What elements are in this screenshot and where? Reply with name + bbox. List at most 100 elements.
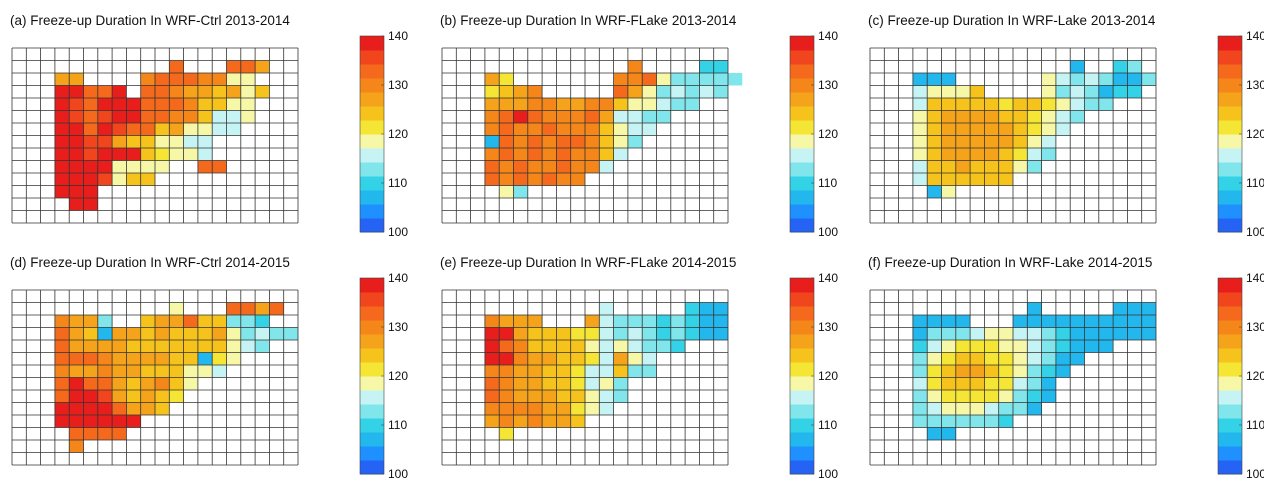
heatmap-cell bbox=[613, 340, 628, 353]
heatmap-cell bbox=[642, 98, 657, 111]
heatmap-cell bbox=[155, 85, 170, 98]
heatmap-cell bbox=[140, 327, 155, 340]
panel: (a) Freeze-up Duration In WRF-Ctrl 2013-… bbox=[10, 13, 408, 239]
heatmap-cell bbox=[112, 402, 127, 415]
colorbar-segment bbox=[360, 278, 384, 293]
colorbar-segment bbox=[790, 64, 814, 79]
colorbar-segment bbox=[790, 120, 814, 135]
heatmap-cell bbox=[556, 340, 571, 353]
colorbar-segment bbox=[360, 204, 384, 219]
heatmap-cell bbox=[69, 340, 84, 353]
heatmap-cell bbox=[585, 160, 600, 173]
heatmap-cell bbox=[599, 402, 614, 415]
colorbar-segment bbox=[1218, 218, 1242, 233]
heatmap-cell bbox=[685, 73, 700, 86]
colorbar-segment bbox=[790, 334, 814, 349]
heatmap-cell bbox=[527, 173, 543, 186]
heatmap-cell bbox=[1013, 390, 1028, 403]
heatmap-cell bbox=[169, 148, 184, 161]
colorbar-segment bbox=[790, 418, 814, 433]
heatmap-cell bbox=[69, 135, 84, 148]
heatmap-cell bbox=[1113, 327, 1128, 340]
heatmap-cell bbox=[97, 110, 113, 123]
heatmap-cell bbox=[912, 148, 928, 161]
heatmap-cell bbox=[484, 148, 500, 161]
heatmap-cell bbox=[527, 123, 543, 136]
heatmap-cell bbox=[1084, 73, 1099, 86]
heatmap-cell bbox=[613, 123, 628, 136]
colorbar-tick-label: 110 bbox=[818, 418, 837, 432]
heatmap-cell bbox=[140, 402, 155, 415]
heatmap-cell bbox=[169, 123, 184, 136]
colorbar-segment bbox=[1218, 50, 1242, 65]
heatmap-cell bbox=[984, 110, 999, 123]
heatmap-cell bbox=[656, 73, 671, 86]
heatmap-cell bbox=[927, 327, 942, 340]
colorbar-tick-label: 120 bbox=[1246, 369, 1264, 383]
heatmap-cell bbox=[183, 135, 198, 148]
colorbar-segment bbox=[360, 148, 384, 163]
heatmap-cell bbox=[955, 85, 971, 98]
heatmap-cell bbox=[69, 440, 84, 453]
heatmap-cell bbox=[1098, 340, 1114, 353]
heatmap-cell bbox=[627, 327, 643, 340]
heatmap-cell bbox=[499, 402, 514, 415]
heatmap-cell bbox=[570, 110, 585, 123]
heatmap-cell bbox=[699, 315, 714, 328]
heatmap-cell bbox=[670, 73, 686, 86]
heatmap-cell bbox=[998, 415, 1013, 428]
heatmap-cell bbox=[83, 160, 98, 173]
heatmap-cell bbox=[542, 390, 557, 403]
heatmap-cell bbox=[54, 415, 70, 428]
heatmap-cell bbox=[585, 123, 600, 136]
colorbar-tick-label: 130 bbox=[1246, 320, 1264, 334]
heatmap-cell bbox=[1013, 110, 1028, 123]
heatmap-cell bbox=[941, 402, 956, 415]
heatmap-cell bbox=[613, 98, 628, 111]
heatmap-cell bbox=[169, 340, 184, 353]
heatmap-cell bbox=[197, 352, 213, 365]
heatmap-cell bbox=[240, 327, 256, 340]
heatmap-cell bbox=[1027, 327, 1042, 340]
heatmap-cell bbox=[984, 365, 999, 378]
heatmap-cell bbox=[556, 415, 571, 428]
colorbar-segment bbox=[790, 376, 814, 391]
colorbar-segment bbox=[1218, 134, 1242, 149]
heatmap-cell bbox=[69, 110, 84, 123]
heatmap-cell bbox=[83, 315, 98, 328]
heatmap-cell bbox=[513, 365, 528, 378]
heatmap-cell bbox=[140, 377, 155, 390]
heatmap-cell bbox=[212, 73, 227, 86]
heatmap-cell bbox=[1013, 315, 1028, 328]
heatmap-cell bbox=[197, 327, 213, 340]
heatmap-cell bbox=[527, 365, 543, 378]
heatmap-cell bbox=[1013, 327, 1028, 340]
colorbar-segment bbox=[790, 432, 814, 447]
heatmap-cell bbox=[642, 365, 657, 378]
heatmap-cell bbox=[642, 110, 657, 123]
heatmap-cell bbox=[955, 377, 971, 390]
heatmap-cell bbox=[527, 415, 543, 428]
heatmap-cell bbox=[1055, 327, 1071, 340]
heatmap-cell bbox=[69, 327, 84, 340]
colorbar-segment bbox=[360, 190, 384, 205]
heatmap-cell bbox=[499, 160, 514, 173]
colorbar-segment bbox=[1218, 190, 1242, 205]
heatmap-cell bbox=[197, 123, 213, 136]
heatmap-cell bbox=[97, 85, 113, 98]
heatmap-cell bbox=[556, 402, 571, 415]
heatmap-cell bbox=[54, 352, 70, 365]
heatmap-cell bbox=[183, 123, 198, 136]
heatmap-cell bbox=[97, 365, 113, 378]
heatmap-cell bbox=[998, 123, 1013, 136]
heatmap-cell bbox=[1055, 110, 1071, 123]
heatmap-cell bbox=[197, 73, 213, 86]
heatmap-cell bbox=[513, 98, 528, 111]
heatmap-cell bbox=[542, 340, 557, 353]
heatmap-cell bbox=[713, 315, 728, 328]
heatmap-cell bbox=[1041, 85, 1056, 98]
heatmap-cell bbox=[1013, 98, 1028, 111]
heatmap-cell bbox=[484, 123, 500, 136]
heatmap-cell bbox=[1027, 352, 1042, 365]
heatmap-cell bbox=[585, 352, 600, 365]
